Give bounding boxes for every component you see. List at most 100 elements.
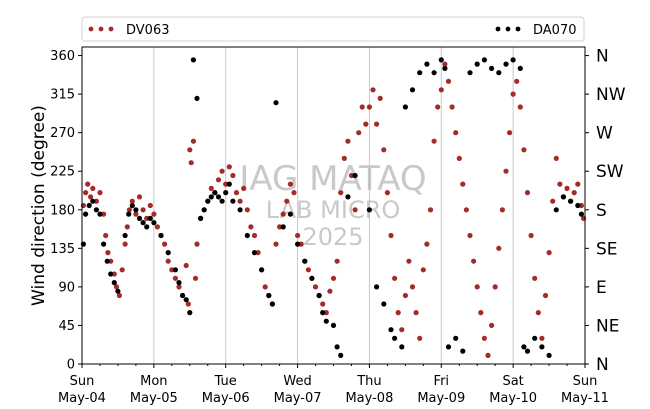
point-dv063 — [338, 190, 344, 196]
point-dv063 — [215, 177, 222, 183]
point-dv063 — [546, 250, 552, 256]
point-dv063 — [578, 202, 585, 209]
y-tick-label: 90 — [58, 280, 75, 295]
point-dv063 — [133, 211, 139, 217]
point-dv063 — [223, 181, 229, 187]
point-da070 — [352, 172, 358, 179]
point-dv063 — [532, 275, 538, 281]
point-dv063 — [230, 172, 236, 179]
x-tick-weekday: Sun — [70, 374, 95, 389]
x-tick-date: May-05 — [130, 391, 178, 406]
point-da070 — [524, 348, 531, 354]
legend-label-dv063: DV063 — [126, 23, 170, 38]
point-dv063 — [93, 198, 99, 204]
point-da070 — [474, 61, 480, 67]
point-da070 — [180, 292, 186, 299]
compass-label: SW — [596, 162, 624, 182]
point-dv063 — [248, 224, 254, 230]
point-da070 — [532, 335, 538, 341]
point-dv063 — [124, 224, 130, 230]
point-da070 — [244, 232, 250, 239]
point-dv063 — [507, 130, 513, 136]
point-dv063 — [119, 267, 125, 273]
point-dv063 — [431, 138, 437, 144]
compass-label: SE — [596, 239, 618, 259]
point-da070 — [205, 198, 211, 204]
point-dv063 — [542, 292, 549, 299]
point-dv063 — [381, 147, 387, 153]
point-dv063 — [126, 207, 132, 213]
point-dv063 — [241, 185, 247, 191]
point-dv063 — [187, 147, 193, 153]
point-da070 — [409, 87, 416, 93]
watermark-line-3: 2025 — [302, 223, 363, 251]
point-da070 — [108, 271, 114, 277]
point-dv063 — [151, 211, 157, 217]
point-dv063 — [510, 91, 516, 97]
point-dv063 — [273, 241, 279, 247]
point-dv063 — [427, 207, 434, 213]
point-dv063 — [478, 310, 484, 316]
point-dv063 — [384, 190, 390, 196]
point-dv063 — [388, 232, 394, 239]
point-da070 — [172, 267, 178, 273]
point-dv063 — [90, 185, 96, 191]
compass-label: NW — [596, 85, 626, 105]
point-da070 — [481, 57, 487, 63]
point-dv063 — [323, 310, 329, 316]
point-dv063 — [147, 202, 153, 209]
point-dv063 — [481, 335, 487, 341]
point-dv063 — [474, 284, 480, 290]
point-dv063 — [172, 275, 178, 281]
point-da070 — [187, 310, 193, 316]
x-tick-weekday: Tue — [214, 374, 237, 389]
point-dv063 — [320, 301, 326, 307]
point-dv063 — [284, 198, 290, 204]
point-dv063 — [154, 224, 160, 230]
point-dv063 — [330, 275, 337, 281]
point-da070 — [424, 61, 430, 67]
y-tick-label: 45 — [58, 319, 75, 334]
point-dv063 — [295, 232, 301, 239]
point-da070 — [467, 70, 473, 76]
compass-label: W — [596, 124, 613, 144]
point-dv063 — [471, 258, 477, 264]
point-da070 — [86, 202, 92, 209]
x-tick-date: May-08 — [345, 391, 393, 406]
point-dv063 — [514, 78, 520, 84]
point-da070 — [320, 310, 326, 316]
point-da070 — [521, 344, 527, 350]
point-dv063 — [460, 181, 466, 187]
point-da070 — [259, 267, 265, 273]
compass-label: N — [596, 47, 609, 67]
point-da070 — [198, 215, 204, 221]
x-tick-date: May-09 — [417, 391, 465, 406]
point-da070 — [496, 70, 502, 76]
point-da070 — [97, 211, 103, 217]
point-dv063 — [192, 275, 199, 281]
point-da070 — [539, 344, 545, 350]
point-dv063 — [345, 138, 351, 144]
point-da070 — [133, 207, 139, 213]
point-da070 — [510, 57, 516, 63]
point-da070 — [269, 301, 275, 307]
point-dv063 — [413, 310, 419, 316]
point-da070 — [302, 258, 308, 264]
vertical-grid — [153, 47, 514, 364]
legend-marker-da070 — [495, 26, 521, 32]
compass-label: S — [596, 201, 607, 221]
point-dv063 — [85, 181, 91, 187]
x-tick-weekday: Wed — [283, 374, 311, 389]
point-da070 — [212, 190, 218, 196]
point-da070 — [147, 215, 153, 221]
point-dv063 — [449, 104, 455, 110]
point-da070 — [323, 318, 329, 324]
point-da070 — [129, 202, 135, 209]
compass-label: E — [596, 278, 607, 298]
point-dv063 — [280, 211, 286, 217]
y-axis-ticks: 0 45 90 135 180 225 270 315 360 — [50, 49, 82, 373]
point-dv063 — [97, 190, 103, 196]
watermark: IAG MATAQ LAB MICRO 2025 — [239, 159, 426, 251]
point-da070 — [402, 104, 408, 110]
